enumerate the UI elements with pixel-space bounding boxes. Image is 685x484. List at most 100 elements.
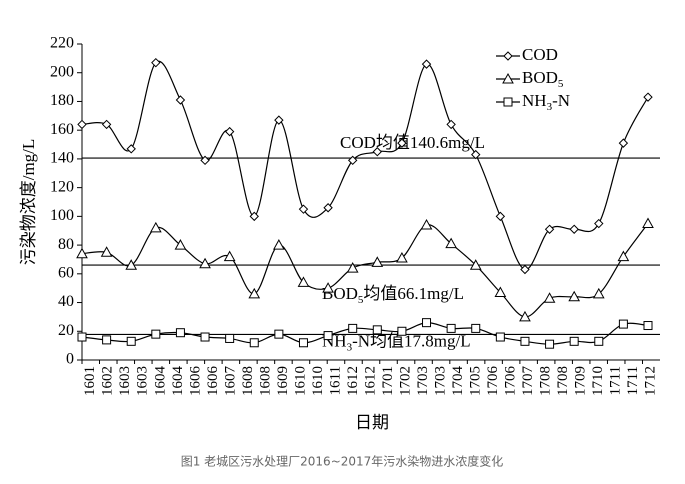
x-tick-label: 1708 — [555, 366, 571, 396]
x-tick-label: 1710 — [590, 366, 606, 396]
x-tick-label: 1608 — [257, 366, 273, 396]
point — [199, 257, 211, 269]
point — [125, 259, 138, 270]
y-tick-label: 100 — [50, 207, 74, 224]
legend-label-part: NH — [522, 91, 547, 110]
x-tick-label: 1609 — [275, 366, 291, 396]
x-tick-label: 1708 — [538, 366, 554, 396]
point — [274, 115, 284, 125]
point — [346, 262, 359, 273]
point — [617, 250, 630, 262]
point — [151, 57, 161, 68]
legend-label: NH3-N — [522, 91, 570, 113]
y-tick-label: 120 — [50, 178, 74, 195]
y-tick-label: 60 — [58, 264, 74, 281]
point — [445, 237, 457, 249]
x-tick-label: 1705 — [468, 366, 484, 396]
x-tick-label: 1604 — [170, 366, 186, 397]
x-tick-label: 1703 — [415, 366, 431, 396]
x-tick-label: 1603 — [117, 366, 133, 396]
legend-label-part: 5 — [558, 78, 564, 90]
point — [372, 325, 382, 335]
point — [225, 333, 235, 343]
point — [421, 59, 432, 69]
x-tick-label: 1706 — [485, 366, 501, 397]
point — [422, 318, 432, 328]
y-tick-label: 40 — [58, 293, 74, 310]
point — [77, 332, 87, 342]
mean-label-part: -N均值17.8mg/L — [352, 331, 471, 350]
point — [397, 326, 407, 336]
point — [396, 251, 408, 263]
point — [175, 95, 186, 105]
point — [76, 247, 88, 259]
point — [519, 310, 531, 322]
point — [544, 224, 555, 234]
x-tick-label: 1712 — [643, 366, 659, 396]
legend-label-part: 3 — [547, 101, 553, 113]
point — [397, 138, 407, 148]
y-tick-label: 140 — [50, 150, 74, 167]
point — [446, 119, 456, 130]
x-tick-label: 1703 — [432, 366, 448, 396]
y-tick-label: 80 — [58, 236, 74, 253]
point — [322, 282, 334, 293]
point — [323, 203, 333, 213]
point — [420, 218, 433, 230]
x-tick-label: 1709 — [573, 366, 589, 396]
point — [372, 147, 383, 157]
point — [101, 119, 112, 130]
point — [594, 218, 604, 229]
mean-label: COD均值140.6mg/L — [340, 133, 485, 152]
point — [469, 259, 482, 270]
point — [643, 92, 653, 102]
y-tick-label: 160 — [50, 121, 74, 138]
point — [569, 224, 579, 234]
x-tick-label: 1610 — [292, 366, 308, 396]
x-tick-label: 1711 — [608, 366, 624, 395]
y-tick-label: 220 — [50, 35, 74, 52]
point — [174, 239, 187, 250]
y-tick-label: 20 — [58, 322, 74, 339]
point — [569, 336, 579, 346]
legend-label: COD — [522, 45, 558, 64]
point — [545, 339, 555, 349]
point — [592, 287, 605, 299]
point — [149, 221, 162, 233]
legend-label-part: -N — [552, 91, 570, 110]
point — [568, 290, 581, 302]
y-tick-label: 200 — [50, 63, 74, 80]
point — [323, 331, 333, 341]
point — [643, 321, 653, 331]
mean-label: NH3-N均值17.8mg/L — [322, 331, 471, 353]
point — [273, 239, 285, 250]
point — [151, 329, 161, 339]
point — [298, 204, 309, 214]
legend-label-part: BOD — [522, 68, 558, 87]
legend-label: BOD5 — [522, 68, 564, 90]
point — [494, 286, 507, 297]
mean-label-part: 3 — [347, 341, 353, 353]
point — [348, 323, 358, 333]
mean-label-part: COD均值140.6mg/L — [340, 133, 485, 152]
x-tick-label: 1707 — [520, 366, 536, 397]
point — [495, 211, 506, 222]
x-axis-label: 日期 — [355, 413, 389, 432]
x-tick-label: 1606 — [205, 366, 221, 397]
x-tick-label: 1602 — [100, 366, 116, 396]
point — [618, 138, 629, 148]
x-tick-label: 1701 — [380, 366, 396, 396]
point — [347, 155, 358, 166]
point — [471, 149, 481, 160]
x-tick-label: 1711 — [625, 366, 641, 395]
point — [223, 250, 236, 262]
x-tick-label: 1601 — [82, 366, 98, 396]
point — [297, 276, 310, 287]
point — [102, 335, 112, 345]
x-tick-label: 1612 — [345, 366, 361, 396]
point — [446, 323, 456, 333]
point — [618, 319, 628, 329]
point — [642, 217, 654, 229]
x-tick-label: 1610 — [310, 366, 326, 396]
